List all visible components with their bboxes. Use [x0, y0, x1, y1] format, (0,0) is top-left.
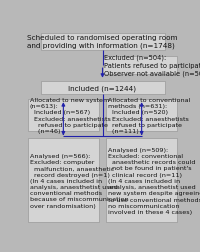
FancyBboxPatch shape — [106, 139, 177, 222]
FancyBboxPatch shape — [40, 34, 164, 51]
FancyBboxPatch shape — [28, 139, 99, 222]
Text: Analysed (n=509):
Excluded: conventional
  anaesthetic records could
  not be fo: Analysed (n=509): Excluded: conventional… — [108, 147, 200, 214]
Text: Included (n=1244): Included (n=1244) — [68, 85, 136, 91]
Text: Allocated to conventional
methods (n=631):
  Included (n=520)
  Excluded: anaest: Allocated to conventional methods (n=631… — [108, 98, 191, 134]
Text: Allocated to new system
(n=613):
  Included (n=567)
  Excluded: anaesthetists
  : Allocated to new system (n=613): Include… — [30, 98, 111, 134]
FancyBboxPatch shape — [102, 57, 177, 75]
Text: Analysed (n=566):
Excluded: computer
  malfunction, anaesthetic
  record destroy: Analysed (n=566): Excluded: computer mal… — [30, 153, 129, 208]
FancyBboxPatch shape — [28, 100, 99, 131]
FancyBboxPatch shape — [40, 81, 164, 95]
Text: Scheduled to randomised operating room
and providing with information (n=1748): Scheduled to randomised operating room a… — [27, 35, 178, 49]
FancyBboxPatch shape — [106, 100, 177, 131]
Text: Excluded (n=504):
Patients refused to participate (n=2)
Observer not available (: Excluded (n=504): Patients refused to pa… — [104, 55, 200, 77]
